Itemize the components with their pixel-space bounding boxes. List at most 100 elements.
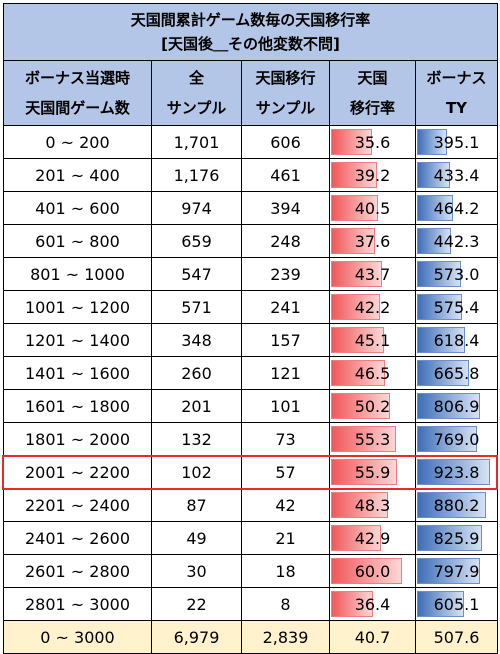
- heaven-rate-cell: 37.6: [329, 224, 416, 258]
- rate-value: 43.7: [354, 264, 391, 284]
- table-row: 2001 ~ 2200 102 57 55.9 923.8: [3, 455, 499, 489]
- ty-value: 433.4: [433, 165, 480, 185]
- rate-value: 40.7: [354, 627, 391, 647]
- ty-data-bar: [417, 459, 490, 485]
- bonus-ty-cell: 806.9: [414, 389, 499, 423]
- rate-value: 42.2: [354, 297, 391, 317]
- range-cell: 2201 ~ 2400: [3, 488, 152, 522]
- rate-value: 36.4: [354, 594, 391, 614]
- all-samples-cell: 974: [151, 191, 242, 225]
- range-cell: 0 ~ 200: [3, 125, 152, 159]
- all-samples-cell: 30: [151, 554, 242, 588]
- table-row: 2201 ~ 2400 87 42 48.3 880.2: [3, 488, 499, 522]
- all-samples-cell: 22: [151, 587, 242, 621]
- ty-value: 605.1: [433, 594, 480, 614]
- range-cell: 601 ~ 800: [3, 224, 152, 258]
- rate-value: 55.3: [354, 429, 391, 449]
- range-cell: 1601 ~ 1800: [3, 389, 152, 423]
- heaven-rate-cell: 43.7: [329, 257, 416, 291]
- ty-value: 825.9: [433, 528, 480, 548]
- ty-data-bar: [417, 591, 465, 617]
- ty-value: 797.9: [433, 561, 480, 581]
- heaven-rate-cell: 55.9: [329, 455, 416, 489]
- range-cell: 801 ~ 1000: [3, 257, 152, 291]
- bonus-ty-cell: 507.6: [414, 620, 499, 654]
- rate-value: 35.6: [354, 132, 391, 152]
- header-bonus-ty: ボーナス TY: [414, 60, 499, 126]
- rate-data-bar: [331, 492, 388, 518]
- rate-value: 39.2: [354, 165, 391, 185]
- bonus-ty-cell: 433.4: [414, 158, 499, 192]
- heaven-rate-cell: 45.1: [329, 323, 416, 357]
- rate-data-bar: [331, 426, 397, 452]
- all-samples-cell: 659: [151, 224, 242, 258]
- range-cell: 201 ~ 400: [3, 158, 152, 192]
- table-row: 801 ~ 1000 547 239 43.7 573.0: [3, 257, 499, 291]
- bonus-ty-cell: 665.8: [414, 356, 499, 390]
- heaven-rate-cell: 35.6: [329, 125, 416, 159]
- heaven-rate-cell: 36.4: [329, 587, 416, 621]
- bonus-ty-cell: 575.4: [414, 290, 499, 324]
- ty-value: 442.3: [433, 231, 480, 251]
- rate-data-bar: [331, 525, 382, 551]
- title-row: 天国間累計ゲーム数毎の天国移行率 [天国後＿その他変数不問]: [2, 3, 499, 61]
- all-samples-cell: 87: [151, 488, 242, 522]
- table-row: 1001 ~ 1200 571 241 42.2 575.4: [3, 290, 499, 324]
- rate-data-bar: [331, 261, 383, 287]
- heaven-rate-cell: 42.2: [329, 290, 416, 324]
- heaven-samples-cell: 241: [241, 290, 330, 324]
- range-cell: 0 ~ 3000: [3, 620, 152, 654]
- bonus-ty-cell: 797.9: [414, 554, 499, 588]
- ty-value: 507.6: [433, 627, 480, 647]
- all-samples-cell: 260: [151, 356, 242, 390]
- header-range-line1: ボーナス当選時: [24, 69, 130, 87]
- ty-data-bar: [417, 195, 453, 221]
- rate-value: 42.9: [354, 528, 391, 548]
- ty-data-bar: [417, 261, 462, 287]
- rate-data-bar: [331, 195, 379, 221]
- table-row: 601 ~ 800 659 248 37.6 442.3: [3, 224, 499, 258]
- ty-value: 573.0: [433, 264, 480, 284]
- all-samples-cell: 348: [151, 323, 242, 357]
- rate-value: 37.6: [354, 231, 391, 251]
- bonus-ty-cell: 395.1: [414, 125, 499, 159]
- header-heaven-samples: 天国移行 サンプル: [241, 60, 330, 126]
- bonus-ty-cell: 880.2: [414, 488, 499, 522]
- table-row: 2401 ~ 2600 49 21 42.9 825.9: [3, 521, 499, 555]
- heaven-samples-cell: 21: [241, 521, 330, 555]
- heaven-rate-cell: 55.3: [329, 422, 416, 456]
- heaven-samples-cell: 42: [241, 488, 330, 522]
- heaven-rate-cell: 48.3: [329, 488, 416, 522]
- heaven-rate-cell: 40.5: [329, 191, 416, 225]
- ty-value: 665.8: [433, 363, 480, 383]
- rate-value: 60.0: [354, 561, 391, 581]
- heaven-samples-cell: 394: [241, 191, 330, 225]
- rate-value: 45.1: [354, 330, 391, 350]
- header-all-line1: 全: [188, 69, 204, 87]
- ty-data-bar: [417, 228, 451, 254]
- rate-value: 55.9: [354, 462, 391, 482]
- ty-value: 575.4: [433, 297, 480, 317]
- header-all-samples: 全サンプル: [151, 60, 242, 126]
- range-cell: 2801 ~ 3000: [3, 587, 152, 621]
- header-rate-line1: 天国: [357, 69, 388, 87]
- heaven-samples-cell: 121: [241, 356, 330, 390]
- heaven-rate-cell: 42.9: [329, 521, 416, 555]
- ty-value: 923.8: [433, 462, 480, 482]
- ty-data-bar: [417, 327, 466, 353]
- rate-value: 40.5: [354, 198, 391, 218]
- ty-data-bar: [417, 558, 480, 584]
- range-cell: 2401 ~ 2600: [3, 521, 152, 555]
- ty-data-bar: [417, 525, 482, 551]
- range-cell: 1801 ~ 2000: [3, 422, 152, 456]
- bonus-ty-cell: 464.2: [414, 191, 499, 225]
- bonus-ty-cell: 605.1: [414, 587, 499, 621]
- ty-value: 880.2: [433, 495, 480, 515]
- ty-data-bar: [417, 393, 481, 419]
- rate-value: 48.3: [354, 495, 391, 515]
- bonus-ty-cell: 825.9: [414, 521, 499, 555]
- heaven-rate-cell: 40.7: [329, 620, 416, 654]
- all-samples-cell: 201: [151, 389, 242, 423]
- all-samples-cell: 6,979: [151, 620, 242, 654]
- bonus-ty-cell: 573.0: [414, 257, 499, 291]
